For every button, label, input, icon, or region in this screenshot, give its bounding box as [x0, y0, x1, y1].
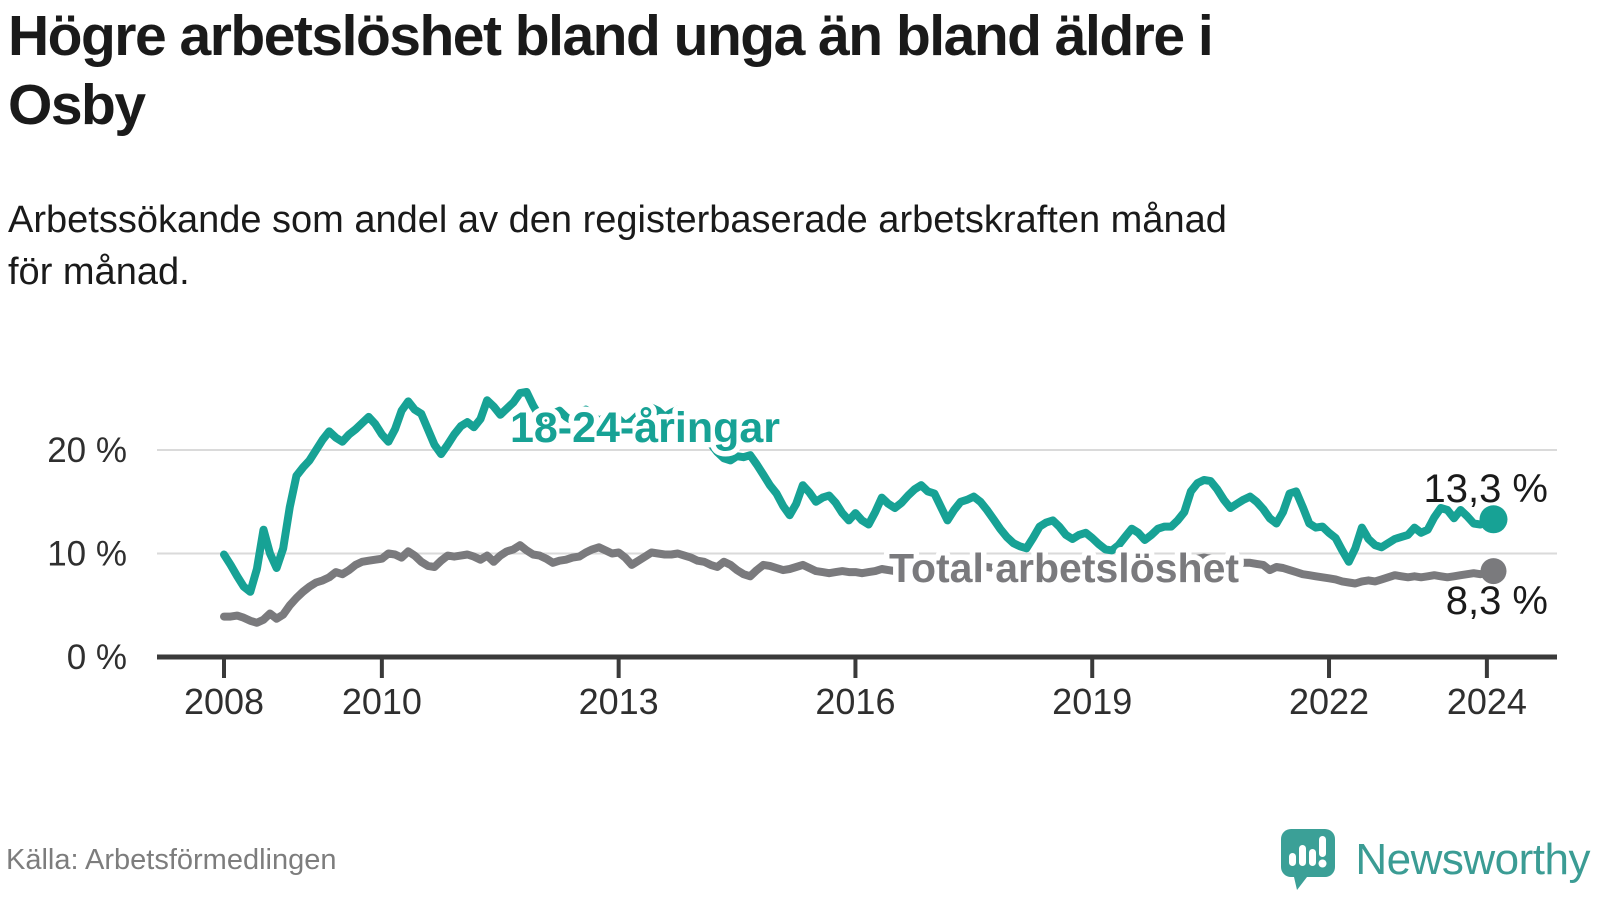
end-value-label-total: 8,3 % — [1446, 579, 1548, 623]
x-axis-label-2016: 2016 — [815, 681, 895, 722]
y-axis-label-0: 0 % — [67, 638, 127, 677]
newsworthy-logo-icon — [1281, 829, 1336, 890]
series-label-youth: 18-24-åringar — [510, 404, 780, 452]
series-end-dot-total — [1480, 558, 1507, 585]
series-end-dot-youth — [1479, 505, 1508, 534]
brand-wordmark: Newsworthy — [1355, 835, 1590, 884]
y-axis-label-20: 20 % — [47, 431, 127, 470]
x-axis-label-2008: 2008 — [184, 681, 264, 722]
y-axis-label-10: 10 % — [47, 535, 127, 574]
x-axis-label-2010: 2010 — [342, 681, 422, 722]
source-caption: Källa: Arbetsförmedlingen — [6, 844, 337, 876]
chart-subtitle: Arbetssökande som andel av den registerb… — [8, 194, 1578, 298]
series-line-total — [220, 541, 1498, 627]
x-axis-label-2019: 2019 — [1052, 681, 1132, 722]
series-label-total: Total arbetslöshet — [889, 545, 1239, 591]
title-line-2: Osby — [8, 73, 146, 137]
subtitle-line-1: Arbetssökande som andel av den registerb… — [8, 199, 1227, 241]
end-value-label-youth: 13,3 % — [1423, 467, 1548, 511]
page-title: Högre arbetslöshet bland unga än bland ä… — [8, 2, 1588, 140]
series-line-youth — [220, 388, 1498, 596]
x-axis-label-2022: 2022 — [1289, 681, 1369, 722]
x-axis-label-2024: 2024 — [1447, 681, 1527, 722]
brand-footer: Newsworthy — [1281, 820, 1590, 900]
subtitle-line-2: för månad. — [8, 251, 190, 293]
title-line-1: Högre arbetslöshet bland unga än bland ä… — [8, 4, 1214, 68]
x-axis-label-2013: 2013 — [579, 681, 659, 722]
